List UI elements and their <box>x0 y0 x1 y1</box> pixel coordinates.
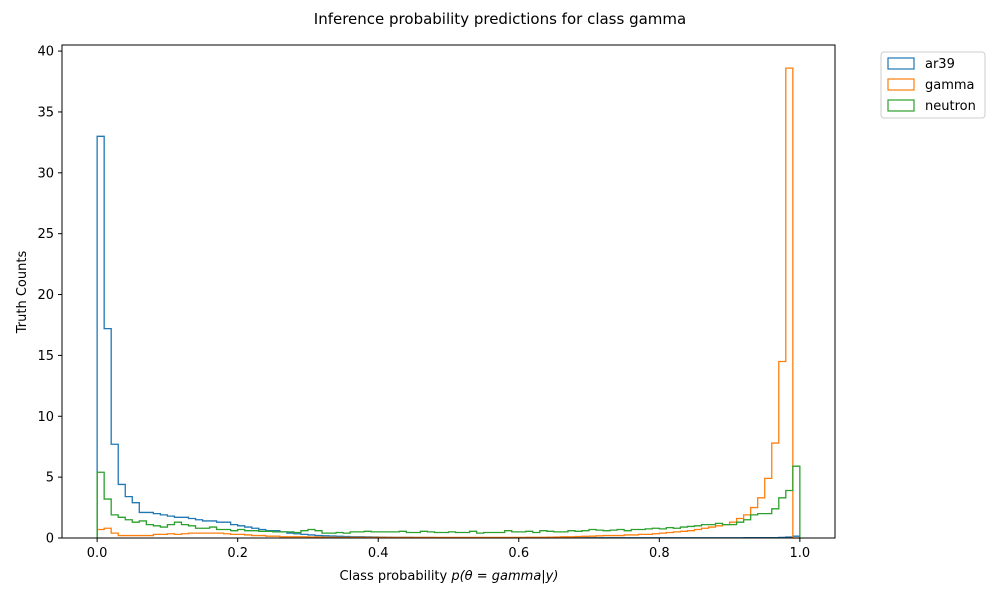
legend-label-ar39: ar39 <box>925 57 955 72</box>
plot-frame <box>61 44 836 539</box>
series-neutron-histogram <box>96 465 801 538</box>
x-axis-label: Class probability p(θ = gamma|y) <box>340 569 559 584</box>
y-tick-label: 10 <box>37 410 54 425</box>
legend-entry-neutron: neutron <box>887 99 976 114</box>
legend-entry-gamma: gamma <box>887 78 975 93</box>
x-tick-label: 0.8 <box>649 546 670 561</box>
x-tick-label: 0.4 <box>368 546 389 561</box>
x-tick-label: 0.2 <box>227 546 248 561</box>
legend-swatch-ar39 <box>887 57 915 70</box>
y-tick-label: 0 <box>46 532 54 547</box>
x-tick-label: 0.6 <box>508 546 529 561</box>
y-tick-label: 40 <box>37 45 54 60</box>
legend: ar39 gamma neutron <box>880 51 986 119</box>
x-axis-label-prefix: Class probability <box>340 569 452 584</box>
series-gamma-histogram <box>96 67 800 539</box>
y-tick-label: 15 <box>37 349 54 364</box>
y-tick-label: 20 <box>37 288 54 303</box>
x-axis-label-math: p(θ = gamma|y) <box>450 569 558 584</box>
legend-swatch-gamma <box>887 78 915 91</box>
legend-label-neutron: neutron <box>925 99 976 114</box>
x-tick-label: 0.0 <box>87 546 108 561</box>
y-axis-label: Truth Counts <box>15 251 30 335</box>
x-tick-label: 1.0 <box>790 546 811 561</box>
legend-swatch-neutron <box>887 99 915 112</box>
legend-entry-ar39: ar39 <box>887 57 955 72</box>
legend-label-gamma: gamma <box>925 78 975 93</box>
chart-title: Inference probability predictions for cl… <box>314 10 686 28</box>
y-tick-label: 35 <box>37 105 54 120</box>
axes-layer: 0.0 0.2 0.4 0.6 0.8 1.0 0 5 10 15 20 25 30 35 40 <box>37 44 836 561</box>
y-tick-label: 30 <box>37 166 54 181</box>
y-tick-label: 5 <box>46 471 54 486</box>
y-tick-label: 25 <box>37 227 54 242</box>
